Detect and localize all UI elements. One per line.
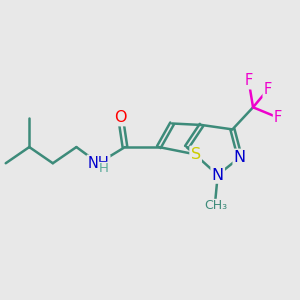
Text: CH₃: CH₃ [205,200,228,212]
Text: F: F [264,82,272,97]
Text: S: S [190,147,201,162]
Text: H: H [99,162,109,175]
Text: N: N [212,167,224,182]
Text: F: F [274,110,282,125]
Text: NH: NH [88,156,109,171]
Text: N: N [234,150,246,165]
Text: F: F [244,73,253,88]
Text: O: O [114,110,127,125]
